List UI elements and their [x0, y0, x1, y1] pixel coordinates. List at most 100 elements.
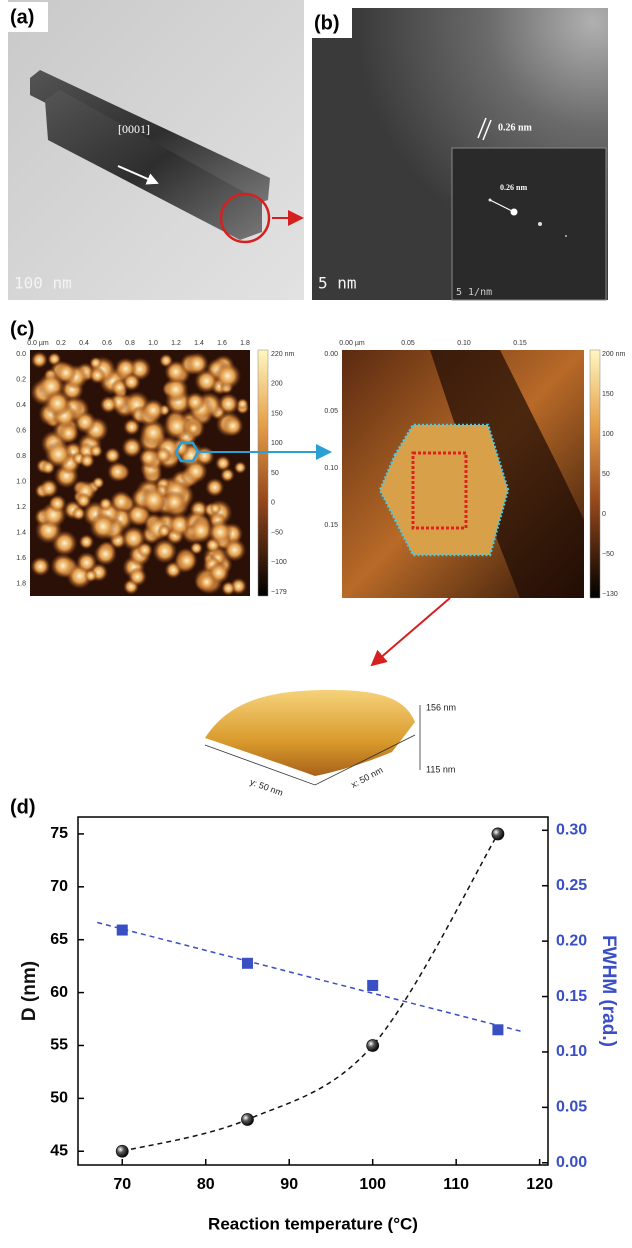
colorbar-tick-label: 200 nm — [602, 351, 626, 358]
afm-grain — [209, 502, 222, 515]
colorbar-tick-label: 220 nm — [271, 351, 295, 358]
colorbar-tick-label: 0 — [602, 511, 606, 518]
nanorod — [30, 70, 270, 206]
panel-label: (c) — [10, 318, 34, 340]
data-point — [241, 957, 253, 969]
colorbar-tick-label: 100 — [602, 431, 614, 438]
map-x-tick-label: 1.4 — [194, 340, 204, 347]
afm-grain — [104, 447, 121, 464]
colorbar-tick-label: 150 — [602, 391, 614, 398]
spacing-label: 0.26 nm — [498, 122, 533, 133]
x-tick-label: 110 — [443, 1176, 469, 1193]
y-tick-label: 50 — [50, 1090, 68, 1107]
data-point — [115, 1144, 129, 1158]
arrow — [370, 597, 451, 667]
map-x-tick-label: 0.8 — [125, 340, 135, 347]
afm-grain — [30, 556, 51, 577]
afm-grain — [221, 581, 236, 596]
data-point — [116, 924, 128, 936]
afm-grain — [43, 389, 72, 417]
afm-grain — [84, 568, 98, 583]
x-tick-label: 100 — [359, 1176, 386, 1193]
shadow — [430, 350, 584, 598]
afm-grain — [73, 410, 97, 434]
colorbar — [589, 349, 601, 599]
y-size-label: y: 50 nm — [249, 777, 285, 798]
x-tick-label: 80 — [197, 1176, 215, 1193]
colorbar-tick-label: 50 — [602, 471, 610, 478]
y-tick-label: 45 — [50, 1142, 68, 1159]
panel-label: (b) — [314, 12, 340, 34]
afm-grain — [140, 486, 168, 514]
map-y-tick-label: 0.4 — [16, 402, 26, 409]
afm-grain — [222, 415, 244, 437]
afm-grain — [175, 549, 198, 572]
fringe-mark — [482, 119, 492, 141]
map-y-tick-label: 0.6 — [16, 427, 26, 434]
afm-grain — [205, 477, 225, 497]
map-x-tick-label: 1.2 — [171, 340, 181, 347]
afm-grain — [152, 538, 178, 564]
afm-grain — [40, 460, 56, 475]
afm-grain — [188, 518, 214, 544]
colorbar-tick-label: 200 — [271, 381, 283, 388]
y-tick-label: 70 — [50, 878, 68, 895]
map-x-tick-label: 0.05 — [401, 340, 415, 347]
y2-tick-label: 0.30 — [556, 822, 587, 839]
afm-grain — [185, 352, 209, 376]
label-box — [8, 2, 48, 32]
afm-grain — [162, 376, 189, 403]
map-y-tick-label: 1.6 — [16, 555, 26, 562]
y-tick-label: 55 — [50, 1037, 68, 1054]
map-y-tick-label: 1.4 — [16, 529, 26, 536]
afm-grain — [127, 567, 147, 587]
afm-grain — [162, 489, 187, 515]
scan-region — [411, 451, 468, 530]
afm-grain — [50, 553, 76, 579]
afm-grain — [222, 538, 247, 562]
x-size-label: x: 50 nm — [349, 765, 384, 790]
afm-grain — [141, 398, 165, 422]
x-tick-label: 70 — [113, 1176, 131, 1193]
afm-grain — [89, 512, 117, 541]
map-x-tick-label: 0.00 µm — [339, 340, 365, 347]
map-y-tick-label: 0.2 — [16, 376, 26, 383]
scale-bar: 100 nm — [14, 274, 72, 293]
data-point — [367, 979, 379, 991]
map-x-tick-label: 0.4 — [79, 340, 89, 347]
map-x-tick-label: 1.6 — [217, 340, 227, 347]
x-tick-label: 90 — [280, 1176, 298, 1193]
y-tick-label: 60 — [50, 984, 68, 1001]
colorbar-tick-label: 150 — [271, 410, 283, 417]
y2-tick-label: 0.20 — [556, 932, 587, 949]
z-max-label: 156 nm — [426, 702, 456, 712]
fit-line — [97, 921, 524, 1033]
axis-3d — [204, 734, 416, 786]
colorbar-tick-label: −130 — [602, 591, 618, 598]
fringe-mark — [477, 117, 487, 139]
map-x-tick-label: 0.15 — [513, 340, 527, 347]
fft-inset — [451, 147, 607, 301]
afm-grain — [75, 551, 98, 574]
z-min-label: 115 nm — [426, 764, 455, 774]
map-x-tick-label: 0.0 µm — [27, 340, 49, 347]
afm-map — [30, 350, 250, 596]
y2-tick-label: 0.00 — [556, 1154, 587, 1171]
colorbar-tick-label: −50 — [271, 529, 283, 536]
afm-grain — [78, 534, 95, 550]
data-point — [492, 1024, 504, 1036]
colorbar-tick-label: −179 — [271, 589, 287, 596]
afm-grain — [157, 523, 171, 538]
afm-grain — [186, 421, 201, 436]
map-x-tick-label: 1.8 — [240, 340, 250, 347]
afm-grain — [121, 436, 143, 458]
spacing-line — [489, 199, 515, 213]
afm-grain — [99, 395, 118, 414]
y-axis-title: FWHM (rad.) — [598, 935, 619, 1047]
data-point — [366, 1039, 380, 1052]
map-y-tick-label: 0.0 — [16, 351, 26, 358]
afm-grain — [109, 490, 133, 513]
afm-grain — [98, 497, 113, 512]
afm-grain — [89, 356, 103, 370]
